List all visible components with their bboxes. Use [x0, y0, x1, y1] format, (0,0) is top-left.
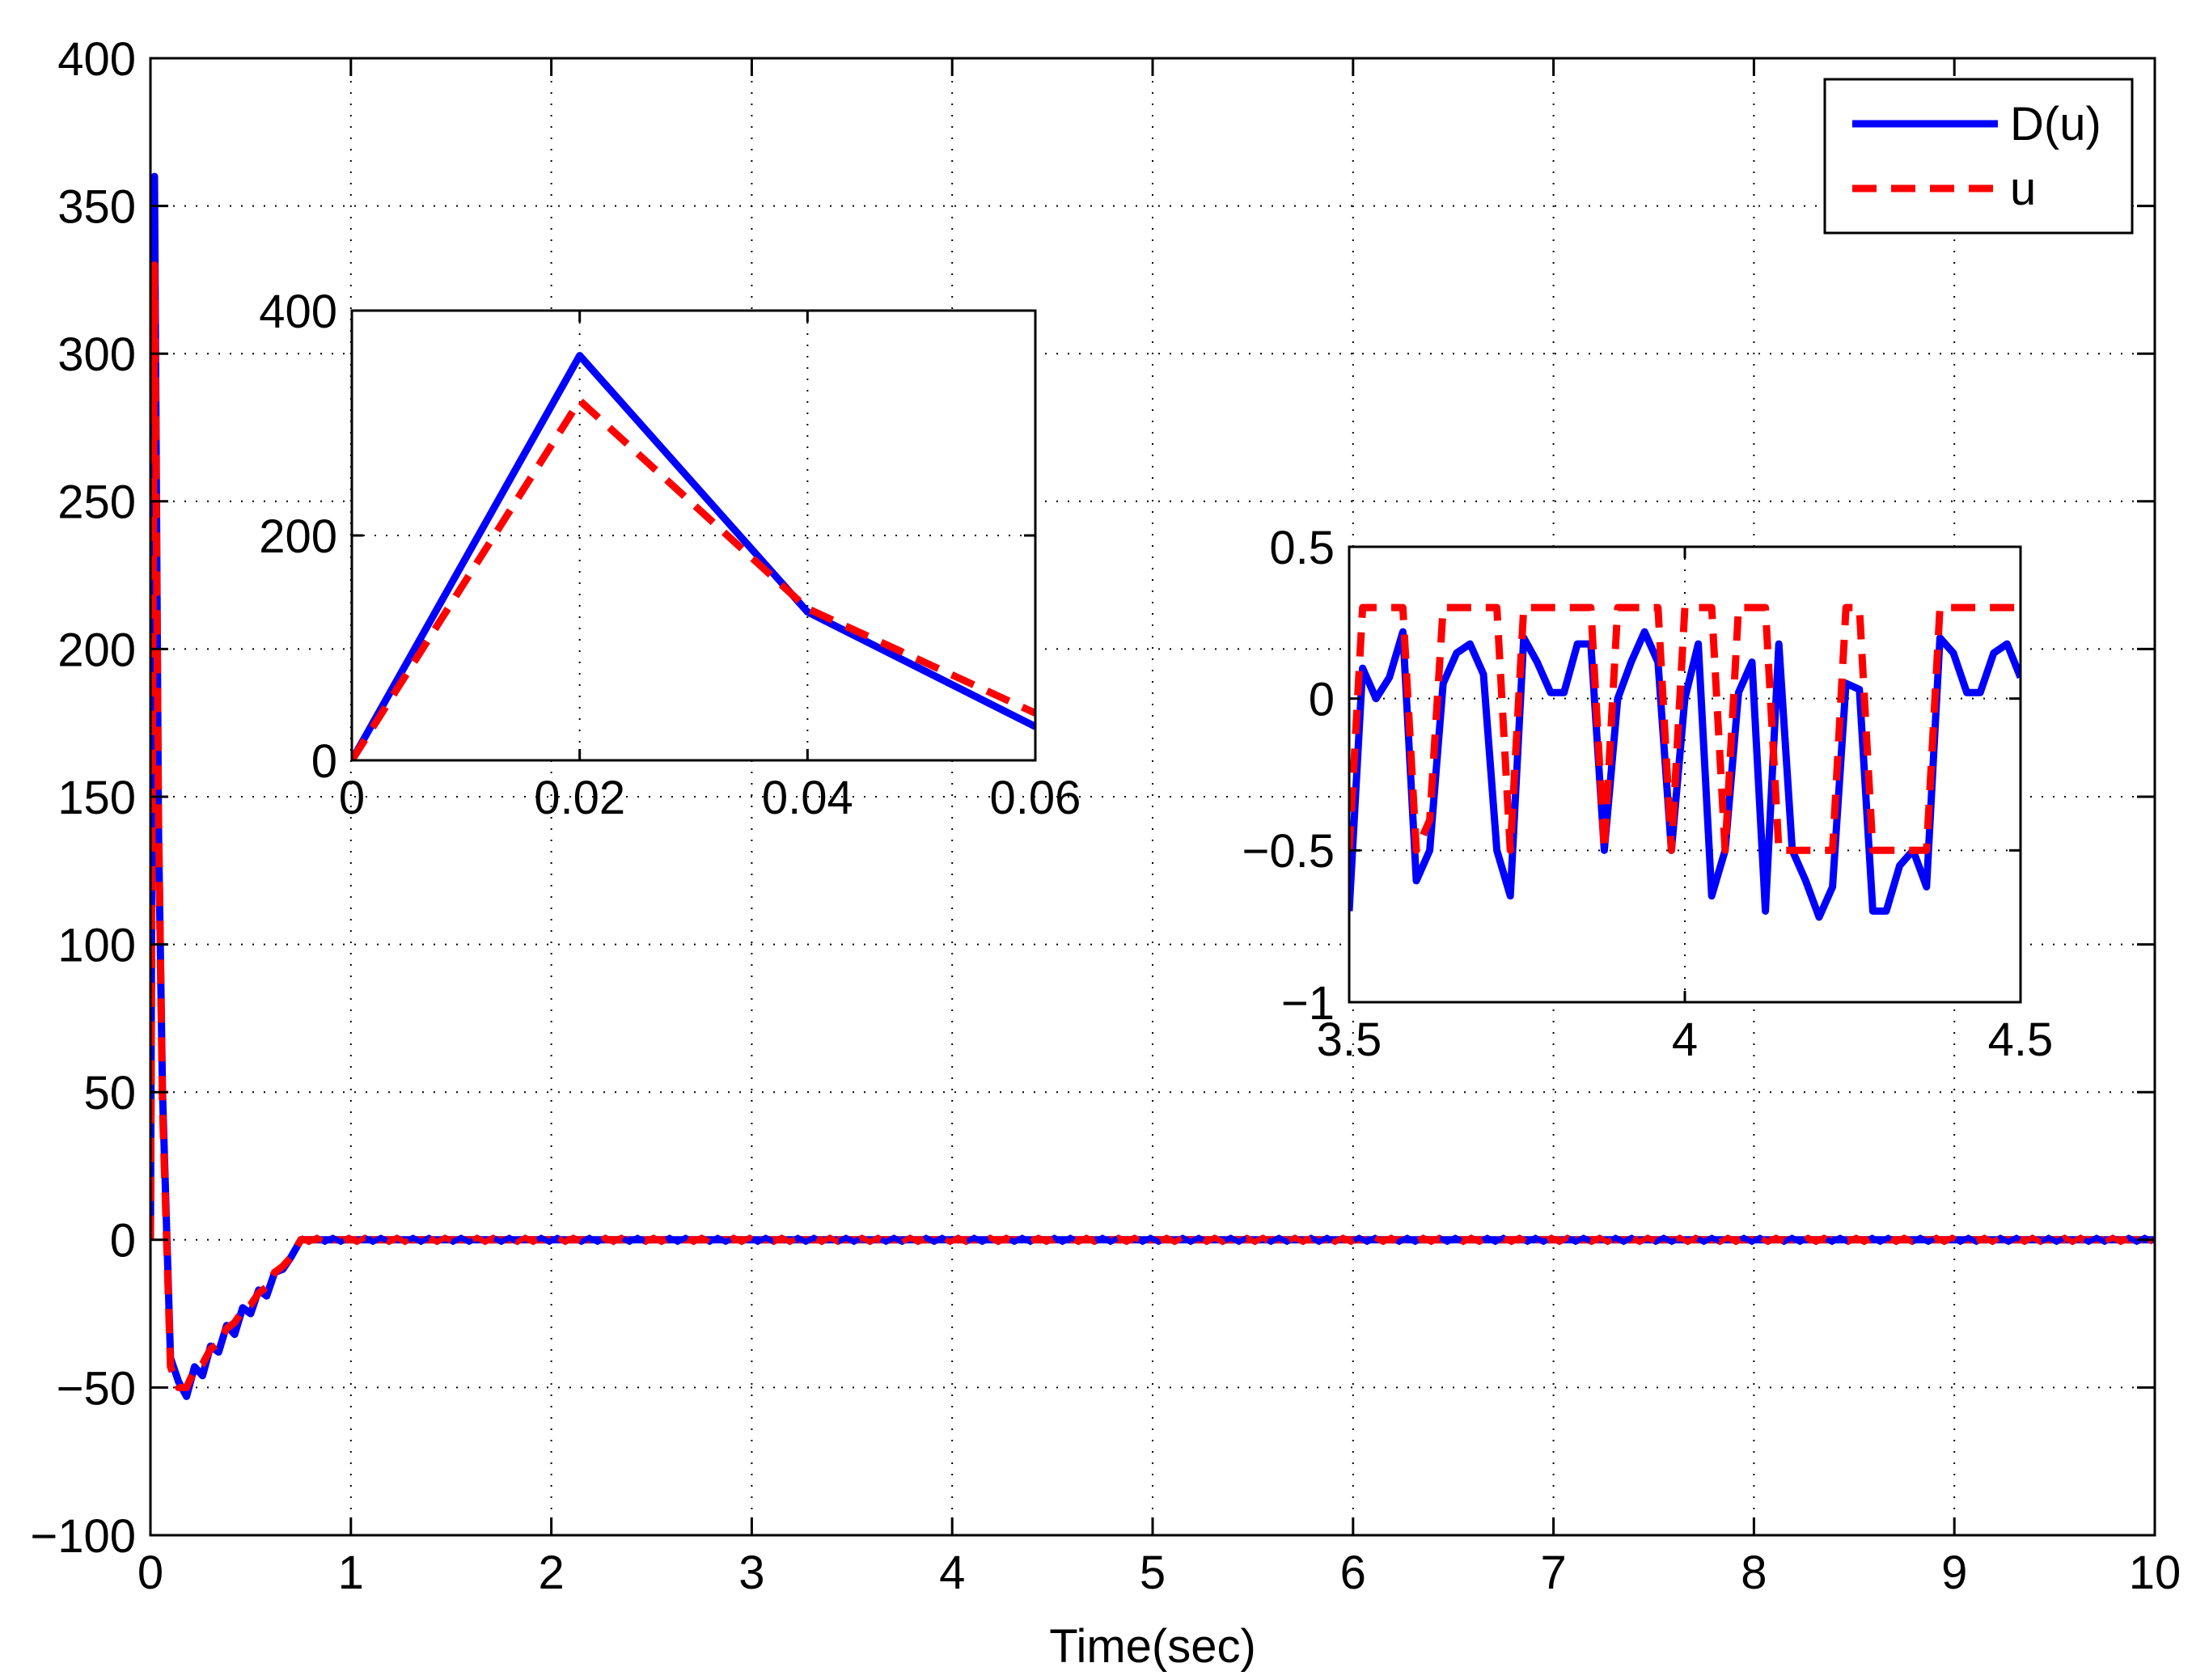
inset-left-xtick-label: 0.06	[990, 772, 1081, 824]
inset-left-ytick-label: 200	[259, 510, 337, 563]
main-xtick-label: 9	[1941, 1547, 1967, 1599]
inset-left-xtick-label: 0	[339, 772, 365, 824]
main-xtick-label: 2	[538, 1547, 564, 1599]
inset-right-ytick-label: −0.5	[1242, 825, 1335, 878]
main-ytick-label: 250	[57, 476, 136, 529]
inset-right-series-d-u	[1349, 628, 2021, 921]
inset-left-ytick-label: 400	[259, 286, 337, 338]
legend-box	[1823, 78, 2134, 235]
main-xtick-label: 5	[1140, 1547, 1166, 1599]
inset-right-series-u	[1349, 603, 2021, 854]
inset-right-xtick-label: 4	[1672, 1014, 1698, 1066]
inset-left-xtick-label: 0.02	[534, 772, 625, 824]
legend: D(u) u	[1823, 78, 2134, 235]
inset-right-xtick-label: 3.5	[1317, 1014, 1382, 1066]
inset-left-series-u	[352, 396, 1035, 760]
main-xtick-label: 10	[2129, 1547, 2181, 1599]
legend-label-d-u: D(u)	[2010, 98, 2101, 150]
main-xtick-label: 6	[1340, 1547, 1366, 1599]
main-xtick-label: 8	[1741, 1547, 1767, 1599]
main-xtick-label: 0	[138, 1547, 163, 1599]
main-series-u	[150, 261, 2155, 1391]
inset-left-ytick-label: 0	[311, 735, 337, 788]
main-xtick-label: 1	[338, 1547, 364, 1599]
main-ytick-label: 350	[57, 180, 136, 233]
inset-chart-right: 3.5 4 4.5 −1 −0.5 0 0.5	[1242, 522, 2054, 1066]
inset-left-series-d-u	[352, 352, 1035, 760]
main-xtick-label: 3	[738, 1547, 764, 1599]
main-ytick-label: 100	[57, 919, 136, 971]
inset-right-xtick-label: 4.5	[1988, 1014, 2054, 1066]
main-ytick-label: −50	[57, 1362, 136, 1415]
inset-right-ytick-label: −1	[1281, 977, 1335, 1030]
main-series-group	[150, 172, 2155, 1400]
main-series-u-ripple	[299, 1234, 2155, 1246]
main-ytick-label: 300	[57, 328, 136, 381]
inset-right-series-group	[1349, 603, 2021, 921]
legend-label-u: u	[2010, 163, 2036, 215]
main-ytick-label: 0	[110, 1215, 136, 1267]
inset-left-series-group	[352, 352, 1035, 760]
main-ytick-label: 200	[57, 624, 136, 676]
main-ytick-label: 50	[83, 1067, 136, 1119]
inset-chart-left: 0 0.02 0.04 0.06 0 200 400	[259, 286, 1081, 824]
inset-left-xtick-label: 0.04	[762, 772, 853, 824]
main-ytick-label: 150	[57, 772, 136, 824]
main-xtick-label: 4	[939, 1547, 965, 1599]
main-ytick-label: −100	[30, 1510, 136, 1563]
x-axis-label: Time(sec)	[1049, 1620, 1256, 1673]
inset-right-ytick-label: 0	[1309, 674, 1335, 726]
main-xtick-label: 7	[1540, 1547, 1566, 1599]
inset-right-ytick-label: 0.5	[1269, 522, 1335, 574]
main-ytick-label: 400	[57, 33, 136, 86]
